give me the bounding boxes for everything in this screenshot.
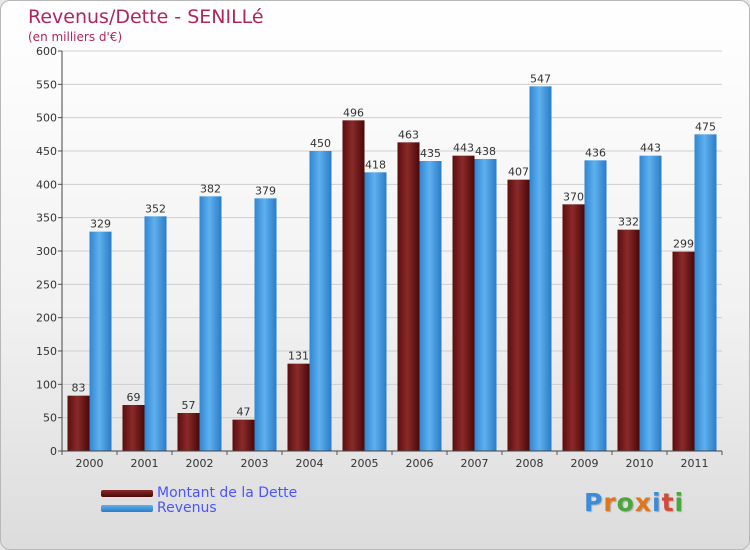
- data-label-revenus: 547: [530, 72, 551, 85]
- data-label-revenus: 382: [200, 182, 221, 195]
- y-tick-label: 0: [50, 445, 57, 458]
- data-label-dette: 443: [453, 142, 474, 155]
- bar-revenus: [639, 155, 662, 451]
- legend-swatch-dette: [101, 490, 153, 497]
- chart-title: Revenus/Dette - SENILLé: [28, 6, 264, 28]
- legend-swatch-revenus: [101, 505, 153, 512]
- bar-revenus: [254, 198, 277, 451]
- data-label-dette: 57: [182, 399, 196, 412]
- axes: [58, 50, 723, 455]
- x-tick-label: 2000: [76, 457, 104, 470]
- bar-dette: [177, 413, 200, 451]
- y-tick-label: 350: [36, 212, 57, 225]
- data-label-dette: 463: [398, 128, 419, 141]
- data-label-revenus: 443: [640, 142, 661, 155]
- bar-dette: [452, 155, 475, 451]
- y-tick-label: 300: [36, 245, 57, 258]
- logo-letter: P: [584, 488, 604, 517]
- labels: 0 50 100 150 200 250 300 350 400 450 500 550 600 83 32…: [36, 45, 716, 470]
- legend-label-revenus: Revenus: [157, 500, 217, 516]
- data-label-revenus: 436: [585, 146, 606, 159]
- data-label-dette: 407: [508, 166, 529, 179]
- bar-dette: [287, 363, 310, 451]
- x-tick-label: 2001: [131, 457, 159, 470]
- bar-dette: [67, 395, 90, 451]
- bar-dette: [617, 229, 640, 451]
- x-tick-label: 2010: [626, 457, 654, 470]
- data-label-dette: 299: [673, 238, 694, 251]
- logo-letter: i: [652, 488, 662, 517]
- data-label-revenus: 418: [365, 158, 386, 171]
- y-tick-label: 250: [36, 278, 57, 291]
- data-label-dette: 69: [127, 391, 141, 404]
- data-label-revenus: 475: [695, 120, 716, 133]
- legend-item-dette: Montant de la Dette: [101, 486, 297, 501]
- x-tick-label: 2011: [681, 457, 709, 470]
- logo-letter: x: [634, 488, 652, 517]
- x-tick-label: 2005: [351, 457, 379, 470]
- bar-revenus: [419, 161, 442, 451]
- data-label-dette: 332: [618, 216, 639, 229]
- bar-revenus: [144, 216, 167, 451]
- data-label-dette: 131: [288, 350, 309, 363]
- x-tick-label: 2007: [461, 457, 489, 470]
- bar-revenus: [529, 86, 552, 451]
- logo-letter: i: [674, 488, 685, 517]
- bar-revenus: [694, 134, 717, 452]
- bar-revenus: [584, 160, 607, 452]
- x-tick-label: 2002: [186, 457, 214, 470]
- gridlines: [62, 50, 722, 419]
- y-tick-label: 500: [36, 112, 57, 125]
- bar-dette: [232, 419, 255, 451]
- bar-revenus: [89, 231, 112, 451]
- bar-revenus: [199, 196, 222, 451]
- y-tick-label: 100: [36, 378, 57, 391]
- data-label-revenus: 438: [475, 145, 496, 158]
- legend: Montant de la Dette Revenus: [101, 486, 297, 516]
- y-tick-label: 150: [36, 345, 57, 358]
- y-tick-label: 400: [36, 178, 57, 191]
- logo-letter: r: [603, 488, 617, 517]
- y-tick-label: 200: [36, 312, 57, 325]
- bars: [67, 86, 717, 452]
- x-tick-label: 2008: [516, 457, 544, 470]
- legend-label-dette: Montant de la Dette: [157, 485, 298, 501]
- proxiti-logo: Proxiti: [584, 488, 684, 517]
- x-tick-label: 2009: [571, 457, 599, 470]
- x-tick-label: 2004: [296, 457, 324, 470]
- x-tick-label: 2003: [241, 457, 269, 470]
- bar-dette: [507, 179, 530, 451]
- data-label-dette: 83: [72, 382, 86, 395]
- bar-dette: [122, 405, 145, 451]
- y-tick-label: 550: [36, 78, 57, 91]
- y-tick-label: 50: [43, 412, 57, 425]
- chart-subtitle: (en milliers d'€): [28, 30, 123, 44]
- data-label-dette: 47: [237, 406, 251, 419]
- data-label-revenus: 435: [420, 147, 441, 160]
- bar-dette: [562, 204, 585, 451]
- bar-revenus: [309, 151, 332, 451]
- data-label-revenus: 329: [90, 218, 111, 231]
- y-tick-label: 450: [36, 145, 57, 158]
- legend-item-revenus: Revenus: [101, 501, 297, 516]
- bar-dette: [672, 251, 695, 451]
- data-label-revenus: 450: [310, 137, 331, 150]
- x-tick-label: 2006: [406, 457, 434, 470]
- bar-revenus: [364, 172, 387, 452]
- y-tick-label: 600: [36, 45, 57, 58]
- data-label-revenus: 352: [145, 202, 166, 215]
- data-label-dette: 496: [343, 106, 364, 119]
- data-label-revenus: 379: [255, 184, 276, 197]
- bar-revenus: [474, 159, 497, 451]
- bar-dette: [342, 120, 365, 451]
- data-label-dette: 370: [563, 190, 584, 203]
- logo-letter: t: [661, 488, 675, 517]
- bar-dette: [397, 142, 420, 452]
- logo-letter: o: [616, 488, 635, 517]
